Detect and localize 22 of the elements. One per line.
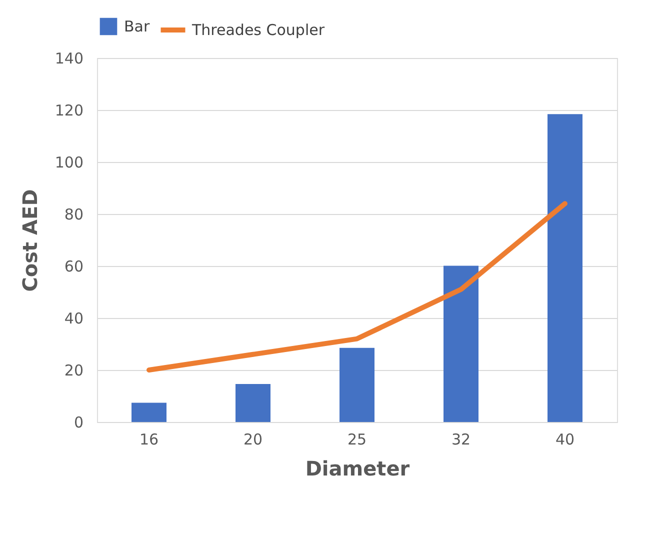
y-tick-label: 60 [64, 258, 84, 276]
x-tick-label: 20 [243, 430, 263, 448]
y-axis-title: Cost AED [18, 189, 42, 292]
x-axis-title: Diameter [305, 456, 410, 480]
bar [236, 384, 270, 422]
x-tick-label: 40 [555, 430, 575, 448]
legend-label: Threades Coupler [191, 21, 326, 39]
bar [132, 402, 166, 422]
y-tick-label: 80 [64, 206, 84, 224]
x-tick-label: 25 [347, 430, 367, 448]
y-tick-label: 20 [64, 362, 84, 380]
x-tick-label: 32 [451, 430, 471, 448]
y-tick-label: 120 [54, 102, 84, 120]
y-tick-label: 100 [54, 154, 84, 172]
x-tick-label: 16 [139, 430, 159, 448]
y-tick-label: 140 [54, 50, 84, 68]
legend-label: Bar [124, 18, 150, 36]
bar [548, 114, 582, 422]
y-tick-label: 0 [74, 414, 84, 432]
y-tick-label: 40 [64, 310, 84, 328]
bar [444, 266, 478, 422]
bar [340, 348, 374, 422]
